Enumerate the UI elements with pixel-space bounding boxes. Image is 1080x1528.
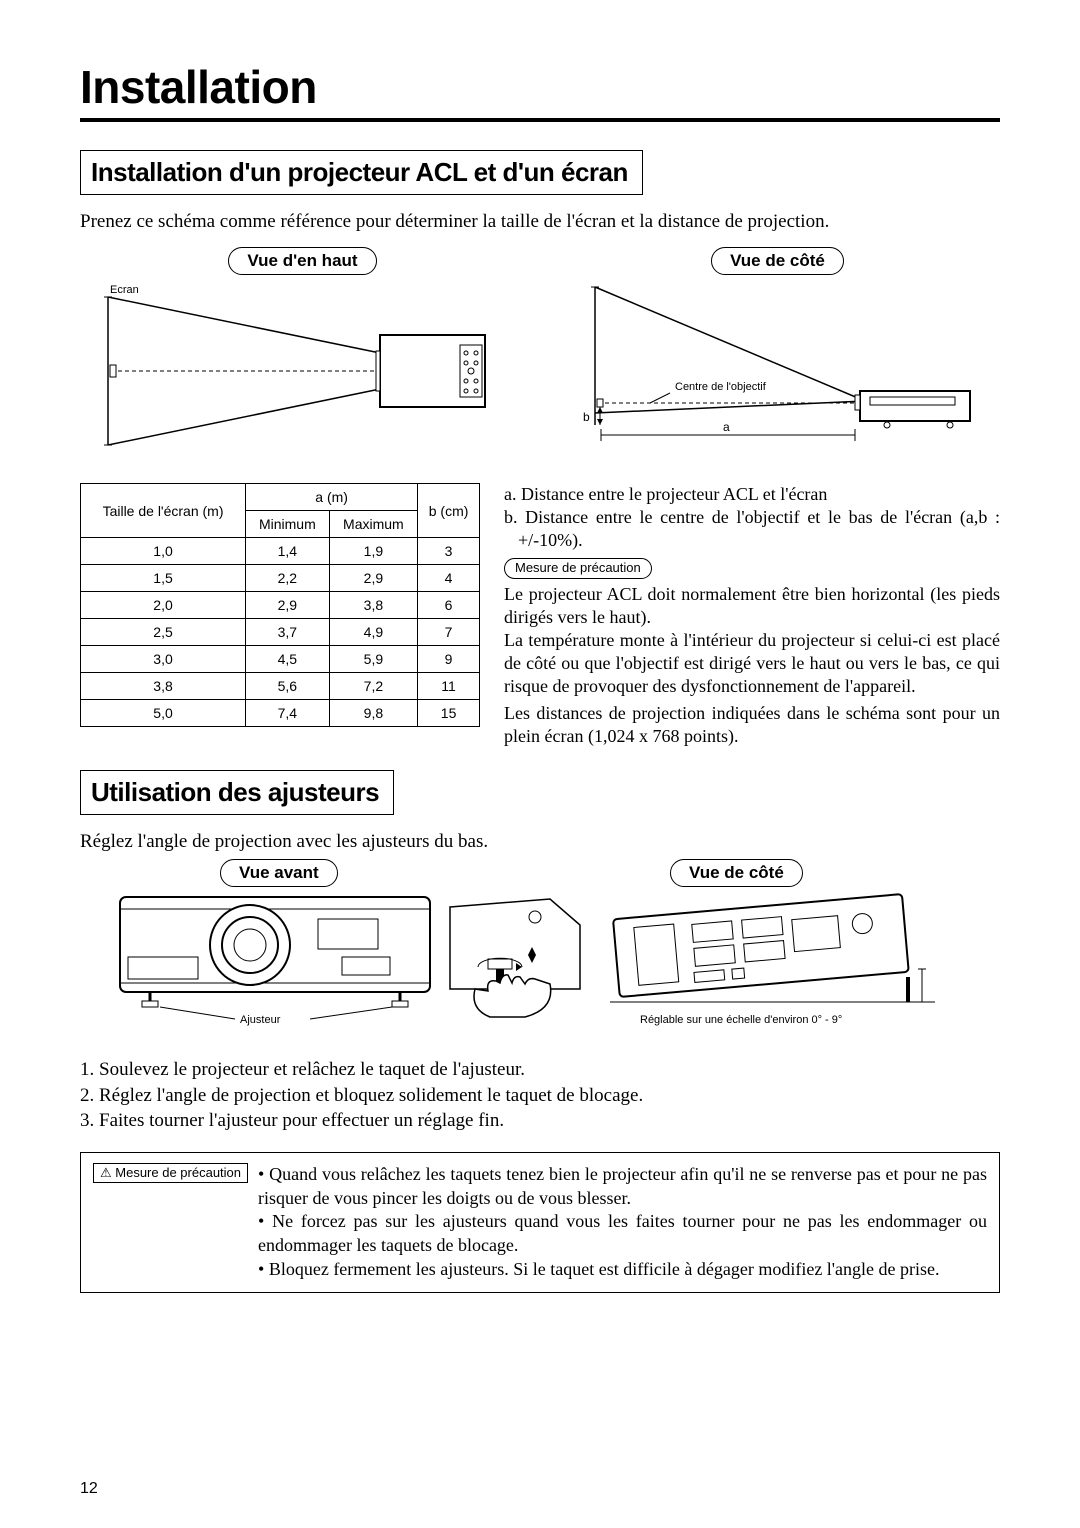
bullet-2: Ne forcez pas sur les ajusteurs quand vo…	[258, 1210, 987, 1258]
reglable-label: Réglable sur une échelle d'environ 0° - …	[640, 1014, 842, 1026]
page-title: Installation	[80, 60, 1000, 122]
b-label: b	[583, 410, 590, 424]
notes-block: a. Distance entre le projecteur ACL et l…	[504, 483, 1000, 748]
diagram-top-view: Vue d'en haut Ecran	[80, 247, 525, 465]
bullet-3: Bloquez fermement les ajusteurs. Si le t…	[258, 1258, 987, 1282]
side-projector-icon	[610, 894, 935, 1002]
ajusteur-label: Ajusteur	[240, 1014, 281, 1026]
th-max: Maximum	[329, 511, 418, 538]
steps: 1. Soulevez le projecteur et relâchez le…	[80, 1057, 1000, 1134]
precaution-pill: Mesure de précaution	[504, 558, 652, 579]
table-row: 1,52,22,94	[81, 565, 480, 592]
th-b: b (cm)	[418, 484, 480, 538]
table-row: 3,04,55,99	[81, 646, 480, 673]
bubble-top: Vue d'en haut	[228, 247, 376, 275]
front-projector-icon	[120, 897, 430, 1007]
table-row: 1,01,41,93	[81, 538, 480, 565]
centre-label: Centre de l'objectif	[675, 381, 767, 393]
step-2: 2. Réglez l'angle de projection et bloqu…	[80, 1083, 1000, 1109]
th-min: Minimum	[246, 511, 330, 538]
note-b: b. Distance entre le centre de l'objecti…	[504, 506, 1000, 552]
ecran-label: Ecran	[110, 284, 139, 296]
table-row: 5,07,49,815	[81, 700, 480, 727]
note-p3: Les distances de projection indiquées da…	[504, 702, 1000, 748]
distance-table: Taille de l'écran (m) a (m) b (cm) Minim…	[80, 483, 480, 748]
bullet-1: Quand vous relâchez les taquets tenez bi…	[258, 1163, 987, 1211]
adjuster-closeup-icon	[450, 899, 580, 1017]
section1-heading: Installation d'un projecteur ACL et d'un…	[80, 150, 643, 195]
table-row: 2,53,74,97	[81, 619, 480, 646]
diagram-side-view: Vue de côté Centre de l'objectif b a	[555, 247, 1000, 465]
precaution-badge: ⚠ Mesure de précaution	[93, 1163, 248, 1183]
side-view-svg: Centre de l'objectif b a	[555, 275, 985, 465]
bubble-front: Vue avant	[220, 859, 338, 887]
section2-heading: Utilisation des ajusteurs	[80, 770, 394, 815]
section1-intro: Prenez ce schéma comme référence pour dé…	[80, 211, 1000, 233]
section2-intro: Réglez l'angle de projection avec les aj…	[80, 831, 1000, 853]
note-p1: Le projecteur ACL doit normalement être …	[504, 583, 1000, 629]
step-1: 1. Soulevez le projecteur et relâchez le…	[80, 1057, 1000, 1083]
th-a: a (m)	[246, 484, 418, 511]
step-3: 3. Faites tourner l'ajusteur pour effect…	[80, 1108, 1000, 1134]
bubble-side: Vue de côté	[711, 247, 844, 275]
note-p2: La température monte à l'intérieur du pr…	[504, 629, 1000, 698]
precaution-box: ⚠ Mesure de précaution Quand vous relâch…	[80, 1152, 1000, 1293]
table-row: 2,02,93,86	[81, 592, 480, 619]
table-row: 3,85,67,211	[81, 673, 480, 700]
bubble-side2: Vue de côté	[670, 859, 803, 887]
top-view-svg: Ecran	[80, 275, 500, 465]
th-screen: Taille de l'écran (m)	[81, 484, 246, 538]
note-a: a. Distance entre le projecteur ACL et l…	[504, 483, 1000, 506]
a-label: a	[723, 420, 730, 434]
diagram-row-1: Vue d'en haut Ecran	[80, 247, 1000, 465]
mid-row: Taille de l'écran (m) a (m) b (cm) Minim…	[80, 483, 1000, 748]
adjuster-diagram: Vue avant Vue de côté Ajusteur	[80, 859, 1000, 1039]
page-number: 12	[80, 1480, 98, 1498]
